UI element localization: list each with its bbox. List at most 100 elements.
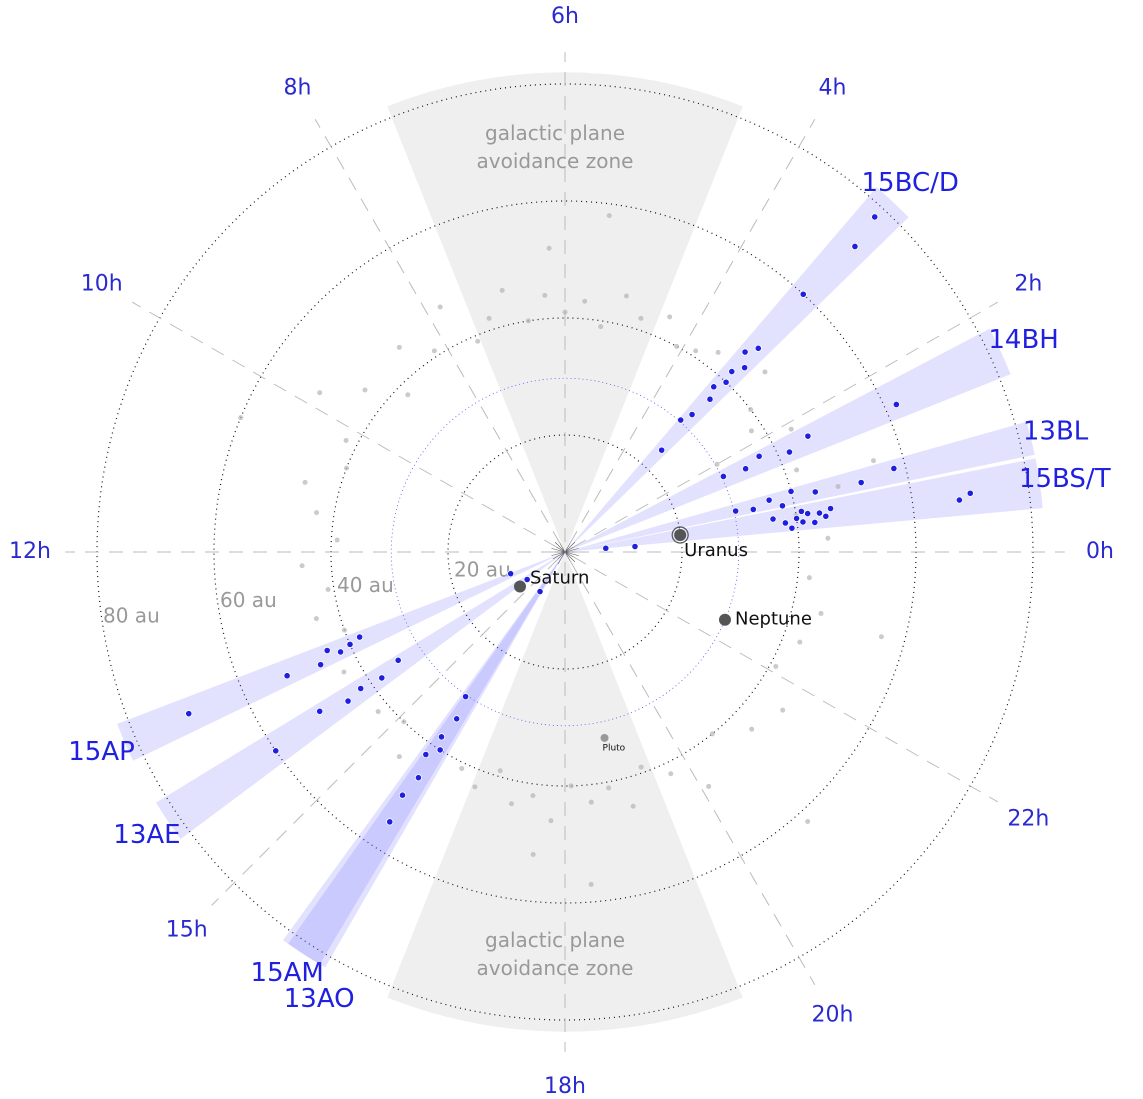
object-point (871, 458, 877, 464)
block-label: 13AE (113, 820, 180, 850)
detection-point (398, 791, 407, 799)
object-point (788, 426, 794, 432)
detection-point (755, 452, 763, 460)
object-point (797, 639, 803, 645)
spoke-grid (573, 301, 999, 548)
planet-ring (671, 526, 689, 544)
object-point (299, 563, 305, 569)
hour-label: 2h (1014, 272, 1042, 297)
detection-point (741, 364, 749, 372)
block-label: 15BS/T (1019, 464, 1111, 494)
object-point (818, 610, 824, 616)
detection-point (356, 633, 364, 641)
detection-point (336, 648, 345, 656)
hour-label: 20h (812, 1002, 854, 1027)
detection-point (602, 544, 610, 552)
object-point (674, 343, 680, 349)
object-point (486, 315, 492, 321)
hour-label: 4h (819, 76, 847, 101)
planet (718, 613, 731, 626)
hour-label: 0h (1086, 539, 1114, 564)
survey-block (288, 552, 565, 968)
detection-point (394, 656, 402, 664)
block-label: 14BH (988, 325, 1058, 355)
object-point (825, 535, 831, 541)
object-point (499, 287, 505, 293)
object-point (780, 707, 786, 713)
object-point (668, 771, 674, 777)
planet (674, 528, 687, 541)
detection-point (754, 344, 762, 352)
object-point (638, 315, 644, 321)
object-point (794, 467, 800, 473)
burst-ray (564, 548, 579, 553)
object-point (630, 803, 636, 809)
object-point (530, 793, 536, 799)
block-label: 15AM (251, 958, 324, 988)
object-point (806, 575, 812, 581)
detection-point (437, 733, 446, 741)
planet (513, 580, 526, 593)
object-point (401, 719, 407, 725)
object-point (508, 801, 514, 807)
object-point (623, 293, 629, 299)
object-point (588, 881, 594, 887)
detection-point (728, 367, 736, 376)
burst-ray (564, 541, 576, 553)
object-point (582, 298, 588, 304)
ring-label: 40 au (337, 573, 394, 597)
detection-point (797, 507, 805, 515)
detection-point (422, 750, 430, 759)
detection-point (890, 464, 898, 473)
detection-point (799, 290, 807, 298)
detection-point (722, 378, 730, 386)
object-point (375, 709, 381, 715)
block-label: 13AO (284, 984, 355, 1014)
object-point (546, 245, 552, 251)
detection-point (826, 504, 835, 513)
detection-point (815, 509, 824, 517)
object-point (396, 344, 402, 350)
detection-point (436, 746, 444, 754)
object-point (525, 318, 531, 324)
detection-point (323, 646, 331, 655)
detection-point (871, 213, 879, 221)
detection-point (688, 410, 696, 419)
detection-point (677, 416, 685, 424)
hour-label: 12h (9, 539, 51, 564)
object-point (762, 369, 768, 375)
spoke-grid (131, 301, 557, 548)
object-point (334, 537, 340, 543)
planet-label: Pluto (603, 743, 626, 753)
detection-point (536, 587, 544, 596)
object-point (344, 465, 350, 471)
detection-point (631, 542, 639, 551)
spoke-grid (573, 556, 999, 803)
planet (600, 733, 609, 742)
spoke-grid (569, 118, 816, 544)
object-point (715, 349, 721, 355)
object-point (238, 415, 244, 421)
object-point (805, 819, 811, 825)
object-point (709, 731, 715, 737)
detection-point (799, 518, 807, 526)
burst-ray (551, 548, 566, 553)
detection-point (857, 478, 865, 487)
detection-point (316, 707, 324, 715)
object-point (606, 213, 612, 219)
detection-point (788, 524, 796, 532)
object-point (667, 314, 673, 320)
object-point (748, 428, 754, 434)
burst-ray (551, 551, 566, 556)
object-point (325, 587, 331, 593)
block-label: 15BC/D (862, 168, 959, 198)
object-point (341, 627, 347, 633)
object-point (396, 754, 402, 760)
planet-label: Uranus (684, 540, 748, 561)
survey-block (155, 552, 565, 840)
ring-label: 60 au (220, 588, 277, 612)
detection-point (966, 489, 974, 497)
hour-label: 22h (1007, 807, 1049, 832)
detection-point (414, 774, 423, 782)
detection-point (769, 515, 777, 523)
